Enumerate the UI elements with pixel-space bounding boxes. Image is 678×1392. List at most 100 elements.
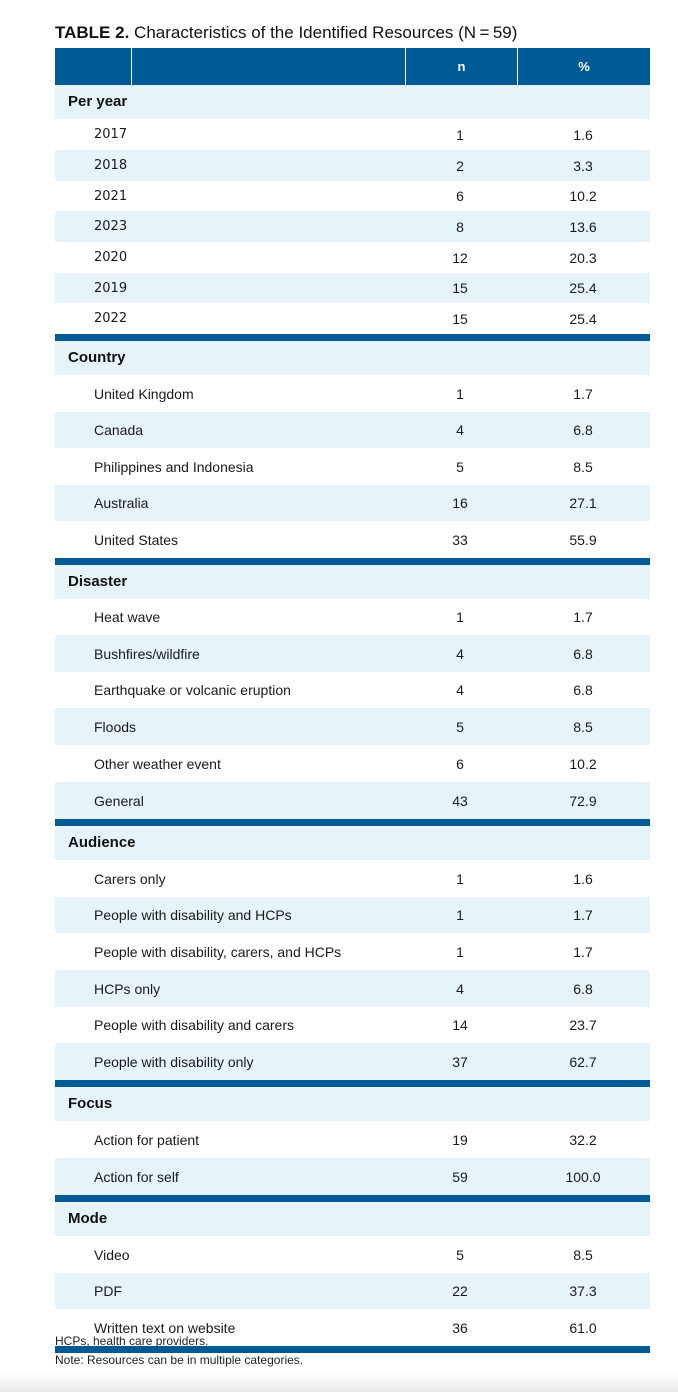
row-percent: 61.0 [569,1319,597,1336]
row-percent: 55.9 [569,531,597,548]
row-label: Canada [94,422,144,438]
table-row: Earthquake or volcanic eruption 4 6.8 [55,672,650,708]
row-count: 33 [452,531,468,548]
table-row: PDF 22 37.3 [55,1273,650,1309]
table-title-label: TABLE 2. [55,23,130,42]
row-percent: 10.2 [569,755,597,772]
table-body: Per year 2017 1 1.6 2018 2 3.3 2021 6 10.2 2023 8 13… [55,85,650,1353]
row-percent: 3.3 [573,157,593,174]
row-percent: 100.0 [565,1168,601,1185]
table-title-text: Characteristics of the Identified Resour… [134,23,518,42]
row-label: 2023 [94,219,128,234]
row-label: People with disability, carers, and HCPs [94,943,342,960]
row-percent: 6.8 [573,422,593,438]
header-cell-n: n [406,48,518,85]
table-row: General 43 72.9 [55,782,650,819]
row-percent: 23.7 [569,1017,597,1033]
row-count: 12 [452,249,468,266]
table-row: People with disability, carers, and HCPs… [55,933,650,970]
row-count: 4 [456,422,464,438]
section-heading: Country [55,341,650,375]
table-row: United Kingdom 1 1.7 [55,375,650,412]
row-count: 4 [456,682,464,698]
row-label: General [94,792,144,809]
row-percent: 8.5 [573,718,593,735]
table-row: Canada 4 6.8 [55,412,650,448]
section-heading: Audience [55,826,650,860]
row-label: People with disability and HCPs [94,907,292,923]
table-row: 2020 12 20.3 [55,242,650,273]
row-count: 8 [456,218,464,235]
table-row: Philippines and Indonesia 5 8.5 [55,448,650,485]
row-label: Heat wave [94,609,161,625]
section-heading: Disaster [55,565,650,599]
table-container: TABLE 2. Characteristics of the Identifi… [55,22,650,1353]
section-divider [55,334,650,341]
row-percent: 1.7 [573,943,593,960]
row-label: Action for self [94,1168,179,1185]
table-row: Written text on website 36 61.0 [55,1309,650,1346]
section-heading: Mode [55,1202,650,1236]
row-label: HCPs only [94,980,161,997]
row-label: 2021 [94,188,128,204]
row-percent: 1.7 [573,907,593,923]
table-row: HCPs only 4 6.8 [55,970,650,1007]
table-row: Carers only 1 1.6 [55,860,650,897]
section-divider [55,1346,650,1353]
header-cell-blank-2 [132,48,406,85]
row-label: Earthquake or volcanic eruption [94,682,291,698]
row-count: 1 [456,126,464,143]
row-label: Action for patient [94,1131,200,1148]
row-percent: 72.9 [569,792,597,809]
table-row: 2019 15 25.4 [55,273,650,303]
table-row: Video 5 8.5 [55,1236,650,1273]
table-row: People with disability and HCPs 1 1.7 [55,897,650,933]
row-label: 2019 [94,280,128,296]
row-percent: 20.3 [569,249,597,266]
row-percent: 1.6 [573,870,593,887]
table-row: 2018 2 3.3 [55,150,650,181]
row-count: 4 [456,645,464,662]
row-label: Australia [94,495,149,511]
row-percent: 62.7 [569,1053,597,1070]
row-count: 15 [452,280,468,296]
table-row: Other weather event 6 10.2 [55,745,650,782]
row-percent: 6.8 [573,980,593,997]
row-count: 37 [452,1053,468,1070]
row-count: 1 [456,943,464,960]
row-label: 2017 [94,127,128,142]
row-count: 1 [456,385,464,402]
row-percent: 1.7 [573,609,593,625]
table-row: 2021 6 10.2 [55,181,650,211]
row-count: 59 [452,1168,468,1185]
table-row: Action for self 59 100.0 [55,1158,650,1195]
header-cell-blank-1 [55,48,132,85]
row-count: 5 [456,718,464,735]
note-abbreviation: HCPs, health care providers. [55,1334,209,1348]
row-count: 16 [452,495,468,511]
page-bottom-shadow [0,1372,678,1392]
row-label: Written text on website [94,1319,236,1336]
table-row: 2022 15 25.4 [55,303,650,334]
section-heading: Focus [55,1087,650,1121]
row-percent: 8.5 [573,1246,593,1263]
row-count: 6 [456,755,464,772]
table-row: Heat wave 1 1.7 [55,599,650,635]
row-percent: 8.5 [573,458,593,475]
row-label: United Kingdom [94,385,194,402]
table-row: Action for patient 19 32.2 [55,1121,650,1158]
table-title: TABLE 2. Characteristics of the Identifi… [55,22,650,44]
row-label: Other weather event [94,755,221,772]
table-notes: HCPs, health care providers. Note: Resou… [55,1332,303,1370]
row-percent: 25.4 [569,310,597,327]
row-count: 5 [456,1246,464,1263]
row-label: Philippines and Indonesia [94,458,254,475]
row-label: 2018 [94,158,128,173]
table-row: 2023 8 13.6 [55,211,650,242]
row-count: 43 [452,792,468,809]
row-count: 4 [456,980,464,997]
header-cell-percent: % [578,59,590,74]
row-percent: 1.7 [573,385,593,402]
table-row: People with disability and carers 14 23.7 [55,1007,650,1043]
row-percent: 6.8 [573,682,593,698]
